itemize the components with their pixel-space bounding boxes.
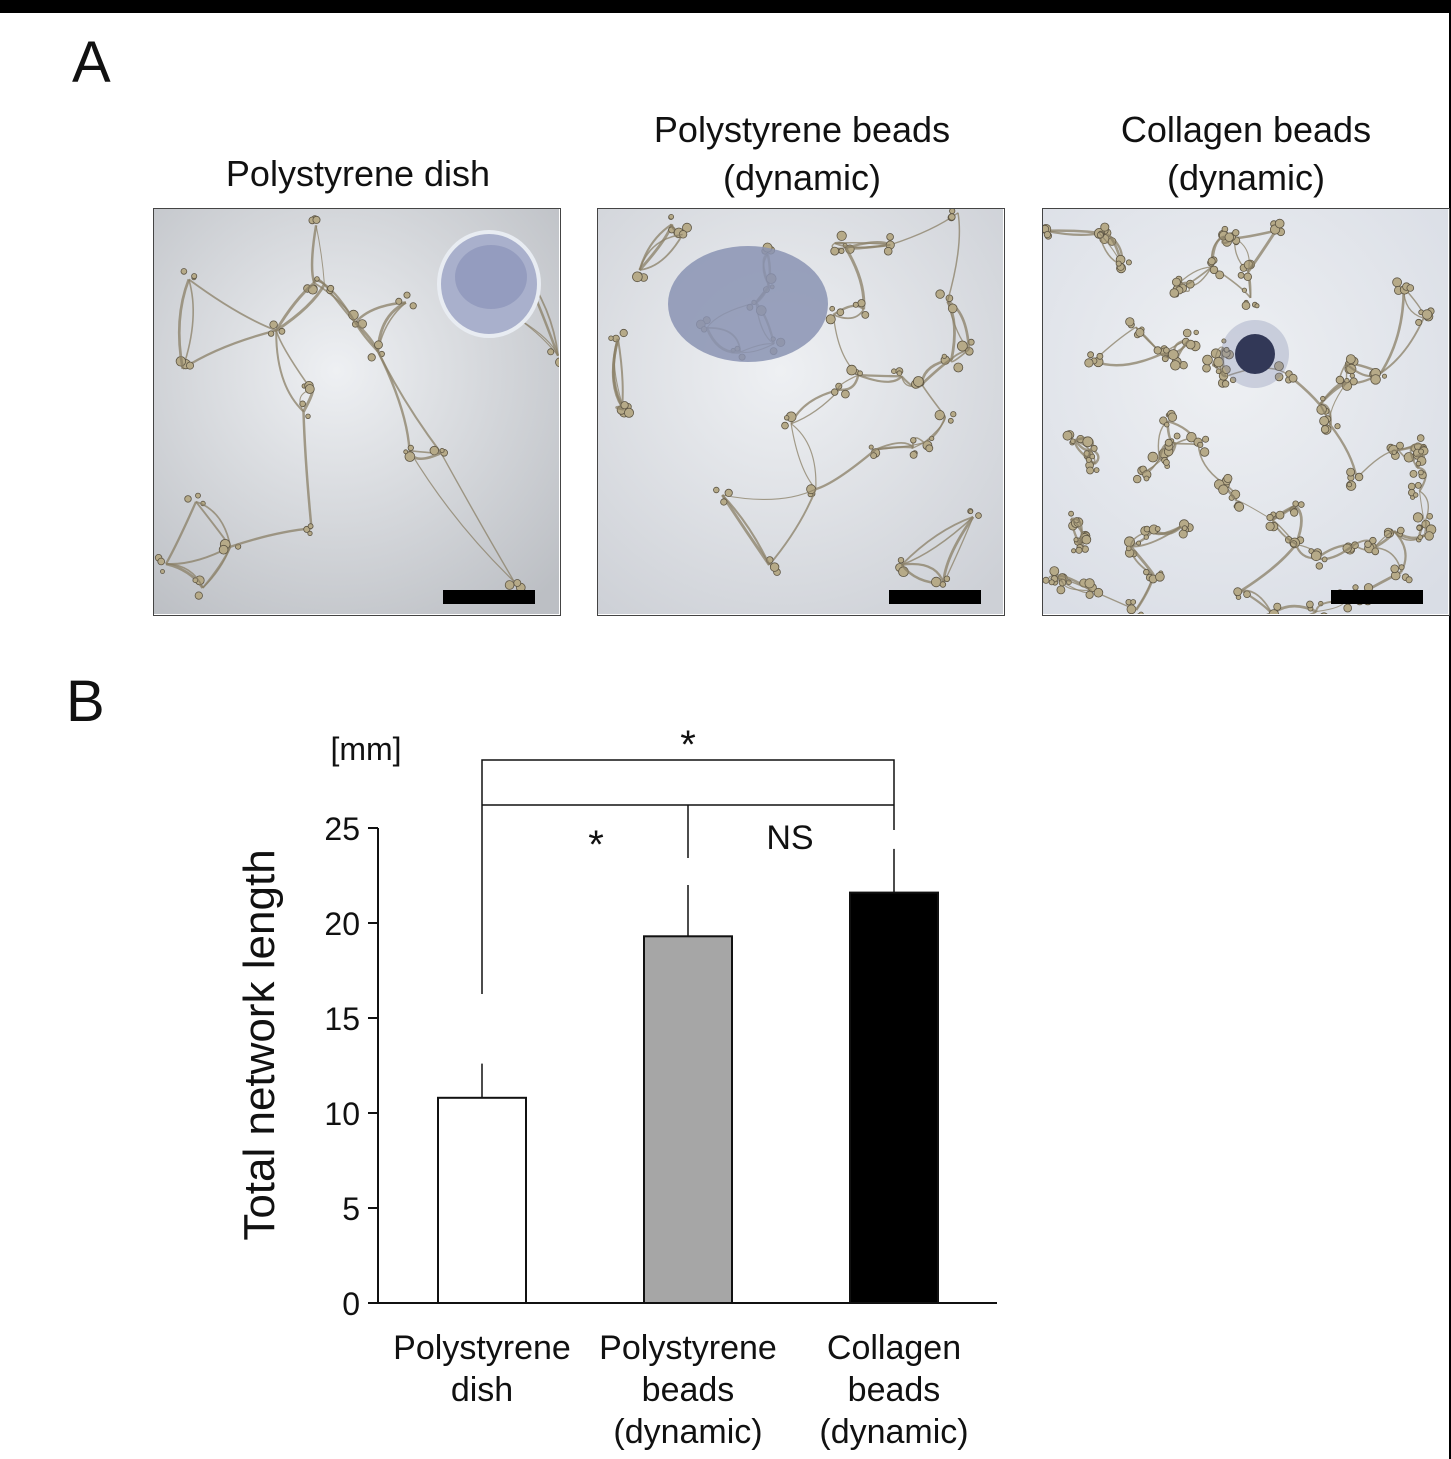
panel-b-label: B [66,669,105,734]
y-tick-label: 20 [324,906,360,942]
bar-chart: 0 5 10 15 20 25 Total network length [mm] Polyst… [235,723,997,1451]
x-category-label: beads [848,1371,941,1409]
significance-bracket [481,759,895,994]
x-category-label: Collagen [827,1329,961,1367]
x-category-label: beads [642,1371,735,1409]
image-title-polystyrene-dish: Polystyrene dish [225,153,491,194]
micrograph-texture [598,209,1003,614]
x-category-label: (dynamic) [819,1413,968,1451]
micrograph-polystyrene-beads [597,208,1005,616]
top-border [0,0,1451,13]
significance-label: * [680,723,696,767]
y-tick-label: 25 [324,811,360,847]
y-tick-label: 15 [324,1001,360,1037]
panel-a-label: A [72,30,111,95]
x-category-label: Polystyrene [393,1329,571,1367]
image-title-polystyrene-beads: Polystyrene beads (dynamic) [653,109,951,198]
y-tick-label: 0 [342,1286,360,1322]
scale-bar [1331,590,1423,604]
scale-bar [443,590,535,604]
x-category-label: (dynamic) [613,1413,762,1451]
scale-bar [889,590,981,604]
y-axis-unit: [mm] [330,731,401,767]
micrograph-collagen-beads [1042,208,1450,616]
significance-label: * [588,823,604,867]
micrograph-polystyrene-dish [153,208,561,616]
x-category-label: Polystyrene [599,1329,777,1367]
y-axis-title: Total network length [235,849,284,1240]
y-tick-label: 10 [324,1096,360,1132]
y-tick-label: 5 [342,1191,360,1227]
x-category-label: dish [451,1371,513,1409]
significance-label: NS [766,819,813,857]
right-border [1449,0,1451,1459]
bar [643,935,733,1304]
micrograph-texture [1043,209,1448,614]
bar [437,1096,527,1305]
image-title-collagen-beads: Collagen beads (dynamic) [1120,109,1372,198]
bar [849,891,939,1304]
micrograph-texture [154,209,559,614]
